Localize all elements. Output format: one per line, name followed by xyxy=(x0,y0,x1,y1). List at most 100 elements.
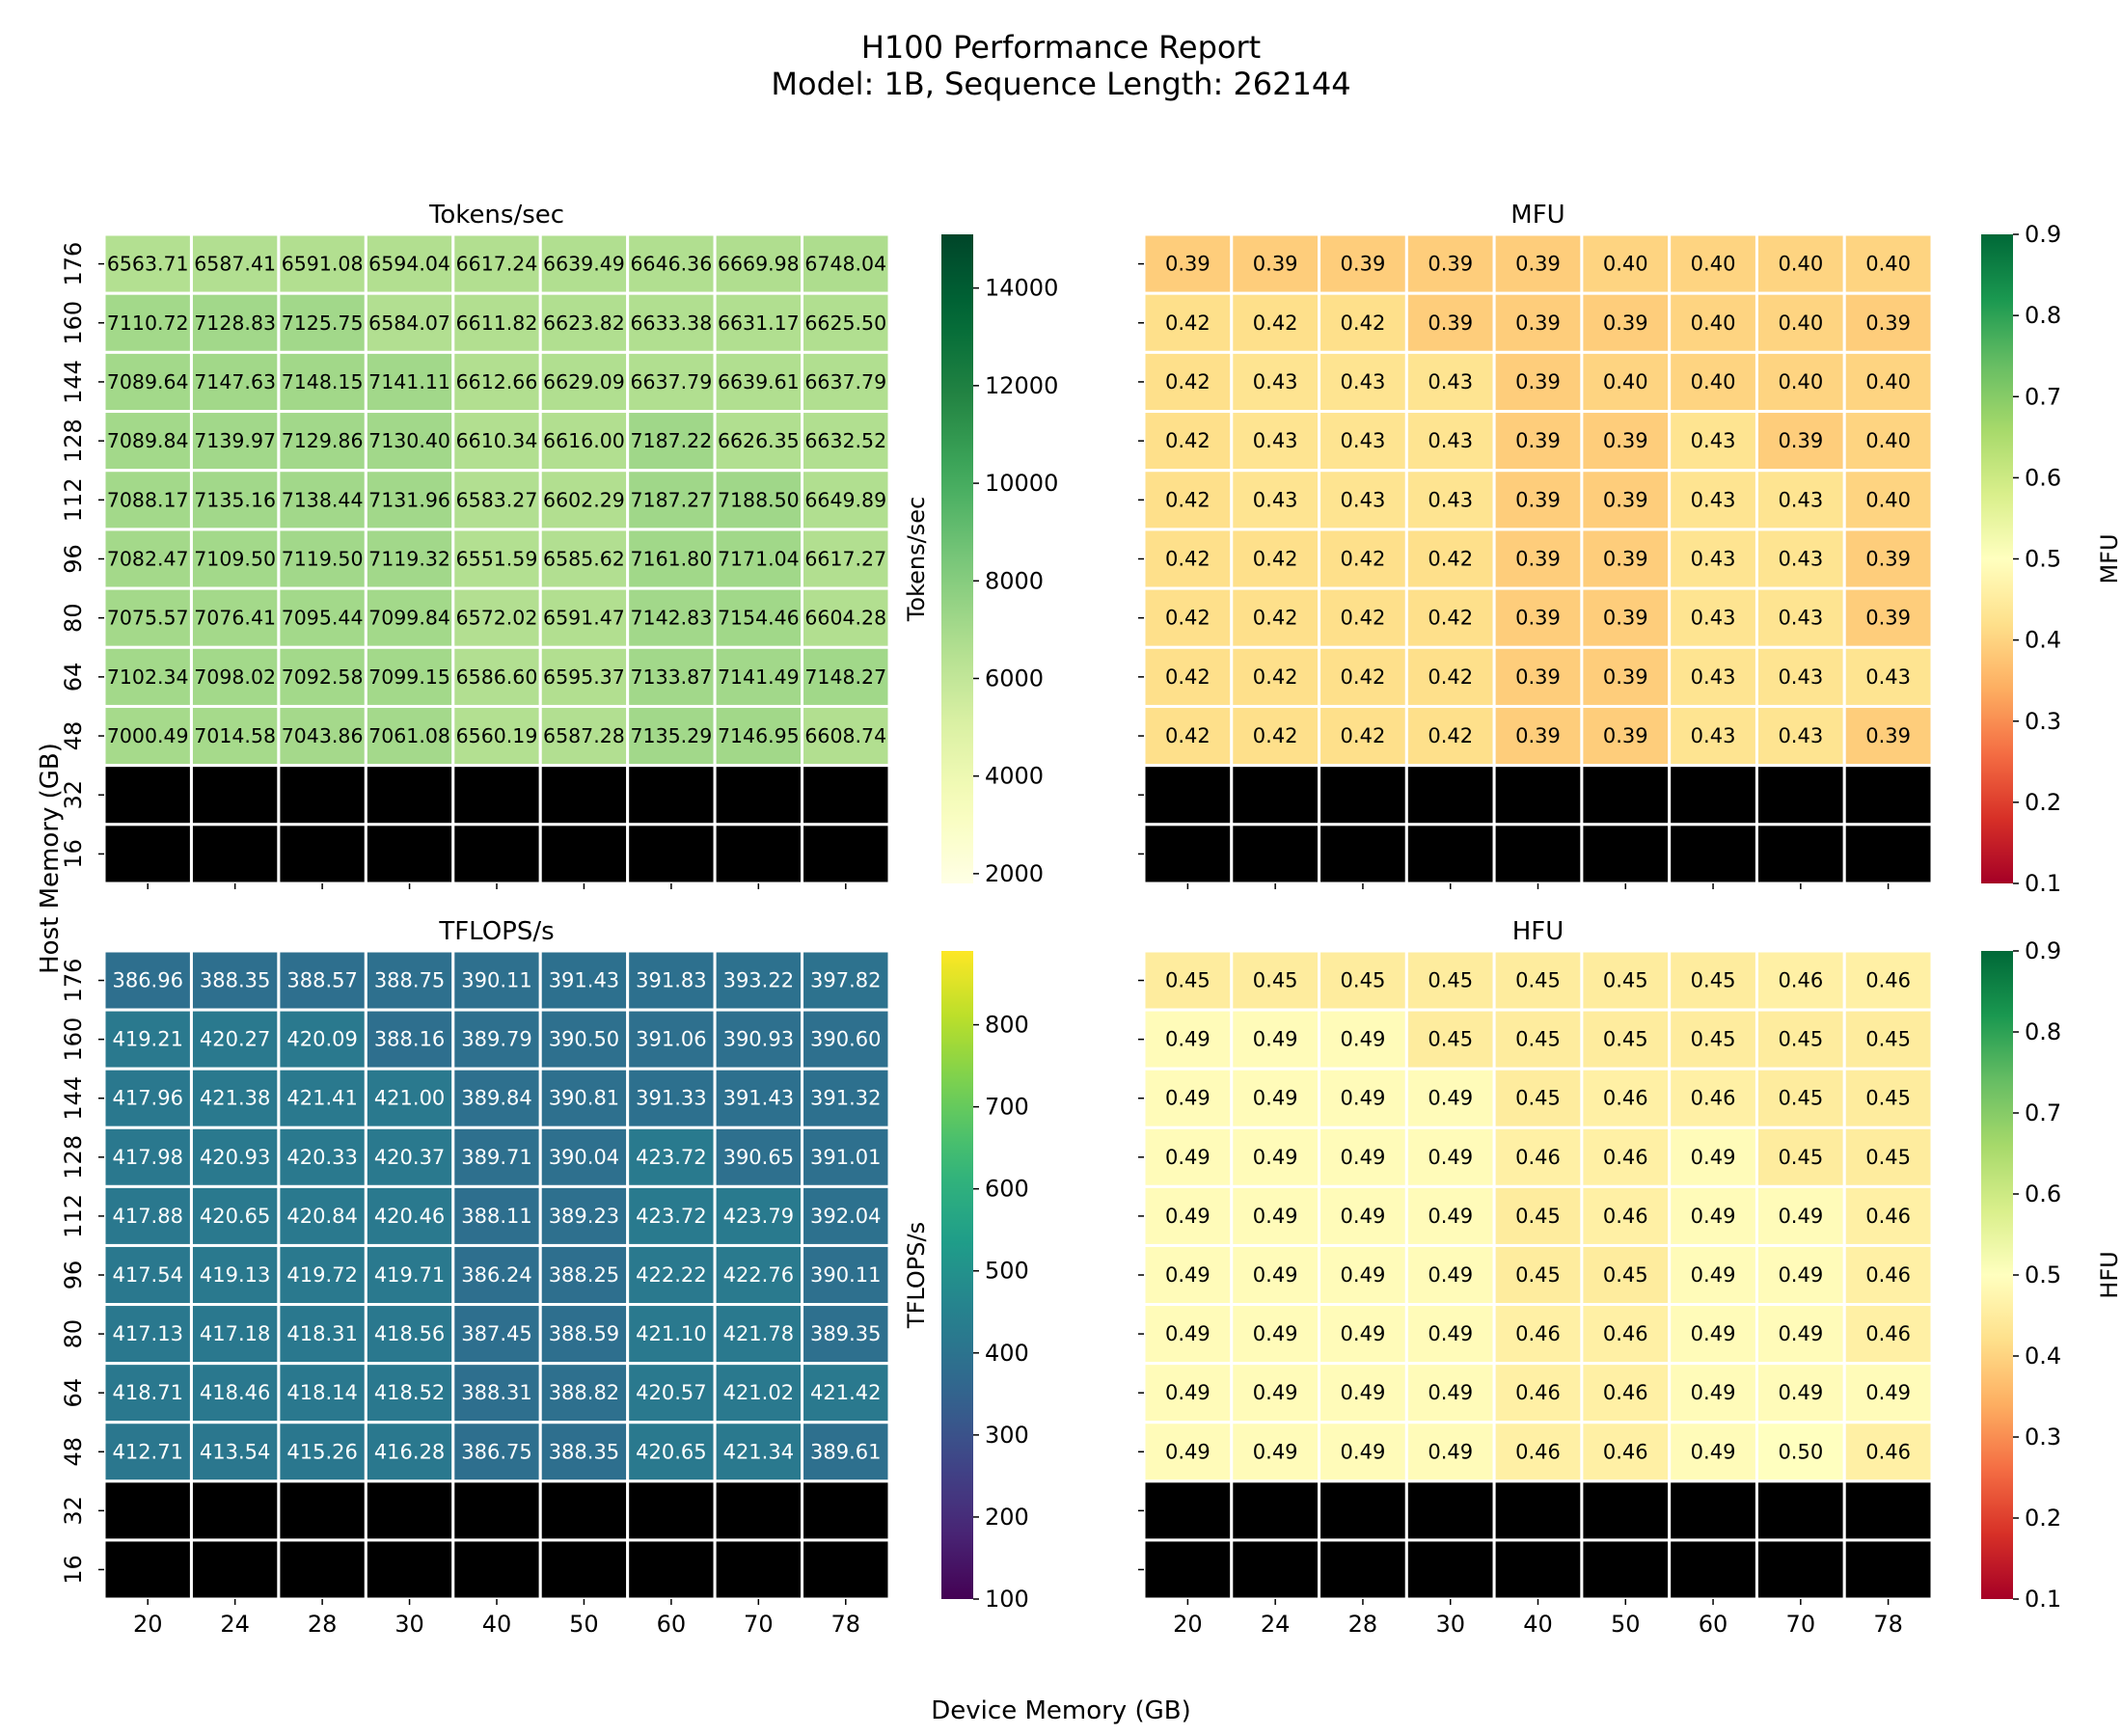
x-axis-label: Device Memory (GB) xyxy=(931,1696,1190,1725)
x-tick-label: 40 xyxy=(1523,1611,1553,1638)
heatmap-cell xyxy=(1580,823,1672,885)
y-tick-label: 144 xyxy=(60,360,87,404)
cell-value-label: 7138.44 xyxy=(282,488,364,511)
heatmap-cell xyxy=(451,1243,542,1307)
y-axis-label: Host Memory (GB) xyxy=(36,743,65,974)
cell-value-label: 0.43 xyxy=(1778,665,1823,689)
cell-value-label: 0.49 xyxy=(1691,1146,1736,1169)
colorbar-tick-label: 0.5 xyxy=(2025,546,2061,573)
cell-value-label: 391.01 xyxy=(810,1146,881,1169)
cell-value-label: 7129.86 xyxy=(282,429,364,452)
cell-value-label: 0.45 xyxy=(1603,1028,1648,1051)
cell-value-label: 0.49 xyxy=(1428,1205,1473,1228)
heatmap-cell xyxy=(801,528,891,590)
cell-value-label: 397.82 xyxy=(810,969,881,992)
cell-value-label: 391.43 xyxy=(549,969,619,992)
heatmap-cell xyxy=(1404,1538,1496,1601)
colorbar-tick-label: 0.7 xyxy=(2025,383,2061,410)
cell-value-label: 0.46 xyxy=(1515,1322,1561,1345)
cell-value-label: 389.79 xyxy=(461,1028,531,1051)
heatmap-cell xyxy=(801,1067,891,1129)
colorbar-tick-label: 200 xyxy=(985,1504,1029,1531)
colorbar-label: Tokens/sec xyxy=(903,497,930,622)
cell-value-label: 0.39 xyxy=(1603,488,1648,511)
y-tick-label: 48 xyxy=(60,1437,87,1467)
y-tick-label: 176 xyxy=(60,959,87,1003)
cell-value-label: 0.46 xyxy=(1778,969,1823,992)
heatmap-cell xyxy=(1318,764,1408,827)
cell-value-label: 0.43 xyxy=(1691,488,1736,511)
cell-value-label: 419.21 xyxy=(112,1028,182,1051)
cell-value-label: 6629.09 xyxy=(543,370,625,393)
cell-value-label: 421.10 xyxy=(636,1322,706,1345)
cell-value-label: 390.81 xyxy=(549,1087,619,1110)
heatmap-cell xyxy=(1755,764,1846,827)
cell-value-label: 0.46 xyxy=(1515,1146,1561,1169)
heatmap-cell xyxy=(277,823,367,885)
cell-value-label: 421.00 xyxy=(374,1087,445,1110)
cell-value-label: 0.43 xyxy=(1691,429,1736,452)
cell-value-label: 0.49 xyxy=(1691,1205,1736,1228)
heatmap-cell xyxy=(1755,823,1846,885)
cell-value-label: 0.45 xyxy=(1865,1146,1911,1169)
heatmap-cell xyxy=(451,232,542,295)
cell-value-label: 388.82 xyxy=(549,1381,619,1404)
cell-value-label: 0.49 xyxy=(1253,1440,1298,1463)
cell-value-label: 0.43 xyxy=(1778,724,1823,747)
heatmap-cell xyxy=(801,704,891,768)
heatmap-cell xyxy=(1668,1479,1758,1542)
cell-value-label: 0.42 xyxy=(1341,665,1386,689)
heatmap-cell xyxy=(1668,1362,1758,1424)
cell-value-label: 0.45 xyxy=(1515,1087,1561,1110)
cell-value-label: 7141.49 xyxy=(718,665,800,689)
cell-value-label: 392.04 xyxy=(810,1205,881,1228)
cell-value-label: 0.42 xyxy=(1341,607,1386,630)
cell-value-label: 0.43 xyxy=(1691,665,1736,689)
cell-value-label: 0.42 xyxy=(1428,665,1473,689)
heatmap-cell xyxy=(451,1067,542,1129)
heatmap-cell xyxy=(1668,528,1758,590)
heatmap-cell xyxy=(538,764,630,827)
heatmap-cell xyxy=(277,949,367,1012)
heatmap-cell xyxy=(1755,1538,1846,1601)
cell-value-label: 388.16 xyxy=(374,1028,445,1051)
cell-value-label: 0.45 xyxy=(1603,1263,1648,1287)
cell-value-label: 0.49 xyxy=(1341,1322,1386,1345)
y-tick-label: 32 xyxy=(60,1496,87,1526)
heatmap-cell xyxy=(713,1538,804,1601)
cell-value-label: 0.49 xyxy=(1341,1381,1386,1404)
cell-value-label: 7110.72 xyxy=(107,312,189,335)
cell-value-label: 0.39 xyxy=(1515,370,1561,393)
cell-value-label: 7188.50 xyxy=(718,488,800,511)
colorbar-tick-label: 100 xyxy=(985,1586,1029,1613)
colorbar-tick-label: 12000 xyxy=(985,372,1058,399)
heatmap-cell xyxy=(1755,1421,1846,1483)
cell-value-label: 0.45 xyxy=(1603,969,1648,992)
cell-value-label: 0.49 xyxy=(1165,1440,1211,1463)
cell-value-label: 6639.61 xyxy=(718,370,800,393)
heatmap-cell xyxy=(189,469,281,531)
heatmap-cell xyxy=(1755,291,1846,354)
colorbar xyxy=(941,951,973,1599)
heatmap-cell xyxy=(801,1126,891,1188)
cell-value-label: 0.45 xyxy=(1778,1146,1823,1169)
cell-value-label: 0.49 xyxy=(1165,1205,1211,1228)
cell-value-label: 420.84 xyxy=(286,1205,357,1228)
cell-value-label: 6623.82 xyxy=(543,312,625,335)
heatmap-cell xyxy=(1404,764,1496,827)
heatmap-cell xyxy=(1842,410,1934,473)
y-tick-label: 144 xyxy=(60,1076,87,1121)
cell-value-label: 0.42 xyxy=(1165,724,1211,747)
y-tick-label: 160 xyxy=(60,301,87,345)
heatmap-cell xyxy=(801,1184,891,1247)
colorbar-label: TFLOPS/s xyxy=(903,1222,930,1329)
heatmap-cell xyxy=(801,350,891,414)
cell-value-label: 420.46 xyxy=(374,1205,445,1228)
heatmap-cell xyxy=(1842,764,1934,827)
heatmap-cell xyxy=(1318,1538,1408,1601)
heatmap-cell xyxy=(1668,1421,1758,1483)
heatmap-cell xyxy=(538,1126,630,1188)
heatmap-cell xyxy=(801,1538,891,1601)
cell-value-label: 0.46 xyxy=(1515,1440,1561,1463)
